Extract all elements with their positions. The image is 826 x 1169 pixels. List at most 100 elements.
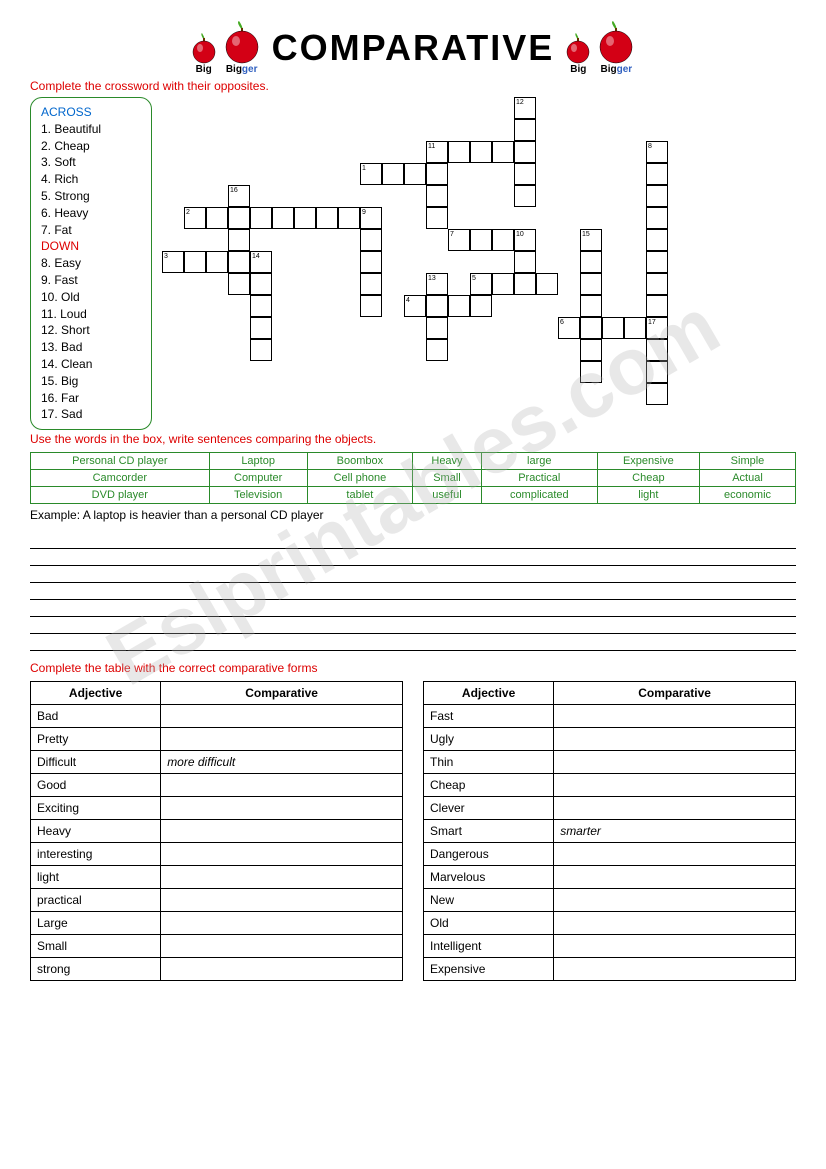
crossword-cell[interactable] [492, 273, 514, 295]
crossword-cell[interactable] [646, 185, 668, 207]
crossword-cell[interactable] [184, 251, 206, 273]
crossword-cell[interactable] [426, 295, 448, 317]
crossword-cell[interactable]: 1 [360, 163, 382, 185]
crossword-cell[interactable] [514, 273, 536, 295]
crossword-grid[interactable]: 1211811629710153141354617 [162, 97, 722, 387]
crossword-cell[interactable]: 17 [646, 317, 668, 339]
crossword-cell[interactable] [228, 251, 250, 273]
comparative-cell[interactable] [554, 866, 796, 889]
crossword-cell[interactable] [404, 163, 426, 185]
crossword-cell[interactable] [470, 295, 492, 317]
crossword-cell[interactable] [492, 229, 514, 251]
comparative-cell[interactable] [554, 958, 796, 981]
crossword-cell[interactable]: 16 [228, 185, 250, 207]
crossword-cell[interactable] [580, 361, 602, 383]
crossword-cell[interactable] [250, 317, 272, 339]
crossword-cell[interactable] [228, 273, 250, 295]
crossword-cell[interactable] [514, 119, 536, 141]
comparative-cell[interactable] [554, 705, 796, 728]
crossword-cell[interactable] [360, 229, 382, 251]
crossword-cell[interactable]: 15 [580, 229, 602, 251]
crossword-cell[interactable] [426, 185, 448, 207]
crossword-cell[interactable] [426, 163, 448, 185]
crossword-cell[interactable] [514, 163, 536, 185]
crossword-cell[interactable] [536, 273, 558, 295]
crossword-cell[interactable] [646, 207, 668, 229]
comparative-cell[interactable] [161, 889, 403, 912]
crossword-cell[interactable] [646, 383, 668, 405]
crossword-cell[interactable] [360, 273, 382, 295]
crossword-cell[interactable] [580, 295, 602, 317]
comparative-cell[interactable] [554, 797, 796, 820]
crossword-cell[interactable]: 14 [250, 251, 272, 273]
crossword-cell[interactable]: 10 [514, 229, 536, 251]
crossword-cell[interactable] [580, 317, 602, 339]
comparative-cell[interactable] [161, 912, 403, 935]
crossword-cell[interactable] [646, 273, 668, 295]
crossword-cell[interactable]: 7 [448, 229, 470, 251]
crossword-cell[interactable] [426, 317, 448, 339]
crossword-cell[interactable]: 11 [426, 141, 448, 163]
comparative-cell[interactable] [554, 751, 796, 774]
crossword-cell[interactable] [316, 207, 338, 229]
crossword-cell[interactable] [448, 141, 470, 163]
comparative-cell[interactable] [554, 774, 796, 797]
crossword-cell[interactable] [426, 339, 448, 361]
comparative-cell[interactable] [161, 820, 403, 843]
crossword-cell[interactable] [646, 295, 668, 317]
crossword-cell[interactable]: 5 [470, 273, 492, 295]
crossword-cell[interactable] [360, 295, 382, 317]
crossword-cell[interactable] [602, 317, 624, 339]
crossword-cell[interactable] [294, 207, 316, 229]
crossword-cell[interactable] [514, 251, 536, 273]
crossword-cell[interactable]: 13 [426, 273, 448, 295]
crossword-cell[interactable] [580, 251, 602, 273]
comparative-table-left[interactable]: AdjectiveComparativeBadPrettyDifficultmo… [30, 681, 403, 981]
crossword-cell[interactable]: 12 [514, 97, 536, 119]
crossword-cell[interactable] [250, 339, 272, 361]
crossword-cell[interactable] [580, 339, 602, 361]
crossword-cell[interactable] [250, 273, 272, 295]
crossword-cell[interactable]: 9 [360, 207, 382, 229]
crossword-cell[interactable] [250, 295, 272, 317]
comparative-cell[interactable] [554, 912, 796, 935]
comparative-cell[interactable] [161, 728, 403, 751]
crossword-cell[interactable] [470, 229, 492, 251]
comparative-cell[interactable] [554, 843, 796, 866]
crossword-cell[interactable]: 4 [404, 295, 426, 317]
crossword-cell[interactable] [646, 251, 668, 273]
comparative-cell[interactable] [161, 935, 403, 958]
crossword-cell[interactable]: 8 [646, 141, 668, 163]
crossword-cell[interactable] [624, 317, 646, 339]
crossword-cell[interactable] [514, 141, 536, 163]
crossword-cell[interactable] [580, 273, 602, 295]
crossword-cell[interactable]: 3 [162, 251, 184, 273]
comparative-cell[interactable] [161, 843, 403, 866]
comparative-cell[interactable] [161, 797, 403, 820]
crossword-cell[interactable] [206, 207, 228, 229]
crossword-cell[interactable] [646, 163, 668, 185]
comparative-cell[interactable] [161, 705, 403, 728]
crossword-cell[interactable] [448, 295, 470, 317]
crossword-cell[interactable] [646, 361, 668, 383]
comparative-cell[interactable] [554, 889, 796, 912]
crossword-cell[interactable] [382, 163, 404, 185]
comparative-cell[interactable]: smarter [554, 820, 796, 843]
crossword-cell[interactable]: 6 [558, 317, 580, 339]
crossword-cell[interactable] [426, 207, 448, 229]
crossword-cell[interactable] [228, 207, 250, 229]
crossword-cell[interactable] [646, 339, 668, 361]
crossword-cell[interactable] [206, 251, 228, 273]
crossword-cell[interactable] [514, 185, 536, 207]
crossword-cell[interactable] [492, 141, 514, 163]
crossword-cell[interactable] [272, 207, 294, 229]
comparative-cell[interactable] [161, 958, 403, 981]
comparative-cell[interactable] [554, 728, 796, 751]
crossword-cell[interactable] [470, 141, 492, 163]
crossword-cell[interactable] [250, 207, 272, 229]
crossword-cell[interactable] [228, 229, 250, 251]
comparative-cell[interactable] [554, 935, 796, 958]
crossword-cell[interactable] [646, 229, 668, 251]
comparative-cell[interactable] [161, 866, 403, 889]
crossword-cell[interactable] [338, 207, 360, 229]
